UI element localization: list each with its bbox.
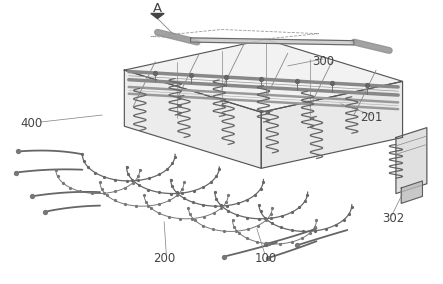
Polygon shape bbox=[124, 70, 261, 168]
Polygon shape bbox=[151, 13, 164, 18]
Text: 400: 400 bbox=[20, 117, 43, 130]
Polygon shape bbox=[261, 81, 403, 168]
Text: 302: 302 bbox=[383, 212, 405, 225]
Polygon shape bbox=[401, 181, 423, 203]
Text: 201: 201 bbox=[361, 111, 383, 124]
Text: 300: 300 bbox=[312, 55, 334, 68]
Text: A: A bbox=[153, 2, 162, 15]
Polygon shape bbox=[190, 38, 354, 45]
Polygon shape bbox=[124, 39, 403, 112]
Text: 100: 100 bbox=[255, 252, 277, 265]
Text: 200: 200 bbox=[153, 252, 175, 265]
Polygon shape bbox=[396, 128, 427, 194]
